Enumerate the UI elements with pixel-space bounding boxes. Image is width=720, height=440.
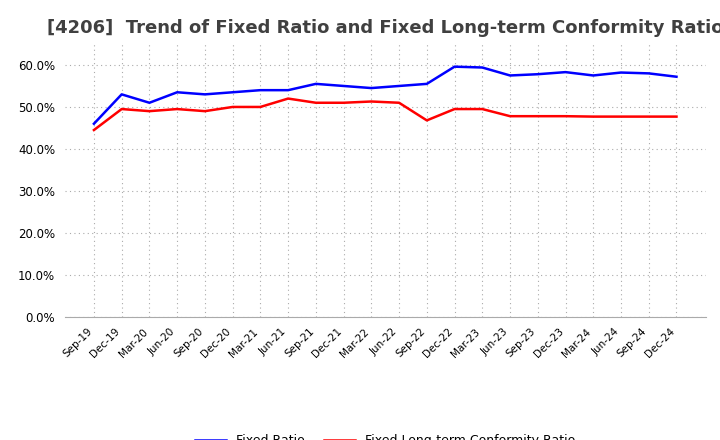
Fixed Ratio — [173, 90, 181, 95]
Fixed Ratio — [450, 64, 459, 70]
Fixed Ratio — [672, 74, 681, 79]
Fixed Ratio — [228, 90, 237, 95]
Fixed Ratio — [616, 70, 625, 75]
Fixed Long-term Conformity Ratio — [201, 109, 210, 114]
Fixed Ratio — [256, 88, 265, 93]
Fixed Long-term Conformity Ratio — [228, 104, 237, 110]
Line: Fixed Ratio: Fixed Ratio — [94, 67, 677, 124]
Fixed Ratio — [201, 92, 210, 97]
Legend: Fixed Ratio, Fixed Long-term Conformity Ratio: Fixed Ratio, Fixed Long-term Conformity … — [190, 429, 580, 440]
Fixed Long-term Conformity Ratio — [117, 106, 126, 112]
Fixed Ratio — [117, 92, 126, 97]
Fixed Long-term Conformity Ratio — [89, 128, 98, 133]
Fixed Ratio — [89, 121, 98, 126]
Fixed Ratio — [312, 81, 320, 87]
Fixed Ratio — [561, 70, 570, 75]
Fixed Long-term Conformity Ratio — [450, 106, 459, 112]
Fixed Long-term Conformity Ratio — [534, 114, 542, 119]
Fixed Ratio — [395, 83, 403, 88]
Fixed Ratio — [423, 81, 431, 87]
Fixed Ratio — [145, 100, 154, 106]
Fixed Long-term Conformity Ratio — [312, 100, 320, 106]
Fixed Long-term Conformity Ratio — [644, 114, 653, 119]
Fixed Ratio — [644, 71, 653, 76]
Fixed Long-term Conformity Ratio — [395, 100, 403, 106]
Title: [4206]  Trend of Fixed Ratio and Fixed Long-term Conformity Ratio: [4206] Trend of Fixed Ratio and Fixed Lo… — [47, 19, 720, 37]
Fixed Ratio — [478, 65, 487, 70]
Fixed Long-term Conformity Ratio — [145, 109, 154, 114]
Fixed Long-term Conformity Ratio — [284, 96, 292, 101]
Fixed Long-term Conformity Ratio — [672, 114, 681, 119]
Fixed Long-term Conformity Ratio — [589, 114, 598, 119]
Fixed Long-term Conformity Ratio — [367, 99, 376, 104]
Fixed Ratio — [589, 73, 598, 78]
Line: Fixed Long-term Conformity Ratio: Fixed Long-term Conformity Ratio — [94, 99, 677, 130]
Fixed Long-term Conformity Ratio — [339, 100, 348, 106]
Fixed Long-term Conformity Ratio — [616, 114, 625, 119]
Fixed Long-term Conformity Ratio — [423, 118, 431, 123]
Fixed Long-term Conformity Ratio — [173, 106, 181, 112]
Fixed Ratio — [505, 73, 514, 78]
Fixed Ratio — [534, 72, 542, 77]
Fixed Long-term Conformity Ratio — [561, 114, 570, 119]
Fixed Ratio — [367, 85, 376, 91]
Fixed Long-term Conformity Ratio — [256, 104, 265, 110]
Fixed Ratio — [339, 83, 348, 88]
Fixed Ratio — [284, 88, 292, 93]
Fixed Long-term Conformity Ratio — [478, 106, 487, 112]
Fixed Long-term Conformity Ratio — [505, 114, 514, 119]
